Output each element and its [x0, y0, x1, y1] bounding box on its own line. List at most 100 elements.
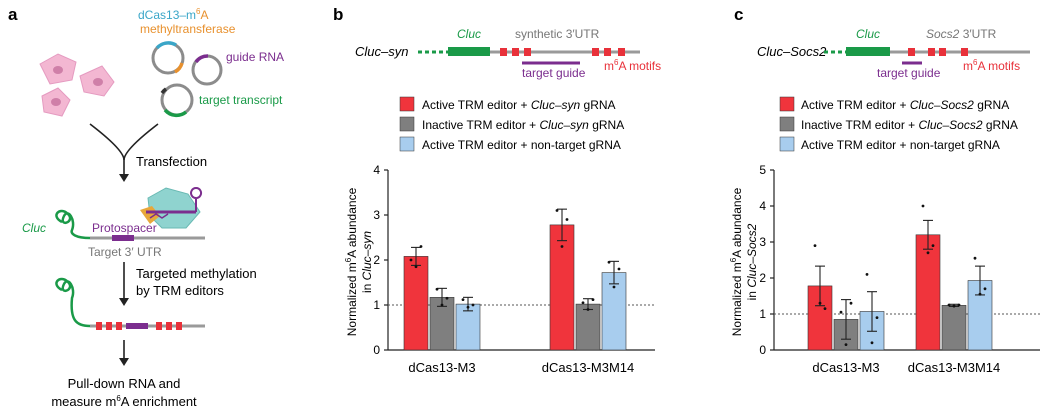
data-point	[865, 273, 869, 276]
arrow-head	[119, 174, 129, 182]
plasmid-editor-icon	[151, 41, 185, 75]
bar-active-dCas13-M3	[403, 256, 429, 351]
data-point	[555, 209, 559, 212]
legend-b: Active TRM editor + Cluc–syn gRNA Inacti…	[399, 96, 624, 152]
arrow-head-2	[119, 298, 129, 306]
target-utr-label: Target 3′ UTR	[88, 245, 162, 259]
data-point	[471, 303, 475, 307]
pulldown-label-1: Pull-down RNA and	[68, 376, 181, 391]
y-tick-label: 0	[373, 343, 380, 357]
data-point	[957, 303, 961, 307]
y-tick-label: 4	[373, 163, 380, 177]
methylated-transcript-squiggle	[55, 277, 91, 328]
data-point	[419, 245, 423, 248]
data-point	[813, 244, 817, 248]
gene-label-c: Cluc	[856, 27, 880, 41]
target-transcript-label: target transcript	[199, 93, 283, 107]
data-point	[461, 298, 465, 301]
x-tick-label: dCas13-M3	[812, 360, 879, 375]
data-point	[581, 301, 585, 305]
guide-label-b: target guide	[522, 66, 586, 80]
y-tick-label: 4	[759, 199, 766, 213]
methyltransferase-label: methyltransferase	[140, 22, 236, 36]
x-tick-label: dCas13-M3	[408, 360, 475, 375]
motif-label-b: m6A motifs	[604, 58, 661, 73]
y-tick-label: 1	[373, 298, 380, 312]
cluc-label: Cluc	[22, 221, 46, 235]
data-point	[926, 251, 930, 255]
legend-item-nontarget-c: Active TRM editor + non-target gRNA	[801, 138, 1000, 152]
cells-illustration	[39, 53, 115, 117]
data-point	[612, 285, 616, 289]
editor-complex-icon	[140, 187, 203, 229]
gene-label-b: Cluc	[457, 27, 481, 41]
panel-letter-c: c	[734, 5, 743, 24]
legend-swatch-nontarget-c	[779, 136, 795, 152]
data-point	[952, 304, 956, 308]
transfection-label: Transfection	[136, 154, 207, 169]
protospacer-box	[112, 235, 134, 241]
data-point	[921, 204, 925, 208]
legend-swatch-inactive-b	[399, 116, 415, 132]
ylabel-c-line2: in Cluc–Socs2	[745, 223, 759, 300]
ylabel-b-line2: in Cluc–syn	[360, 231, 374, 293]
legend-item-nontarget-b: Active TRM editor + non-target gRNA	[422, 138, 621, 152]
data-point	[973, 256, 977, 260]
panel-b: b Cluc–syn Cluc synthetic 3′UTR target g…	[333, 5, 661, 375]
data-point	[565, 218, 569, 221]
legend-swatch-active-b	[399, 96, 415, 112]
data-point	[978, 292, 982, 296]
construct-label-b: Cluc–syn	[355, 44, 408, 59]
data-point	[445, 296, 449, 300]
data-point	[435, 287, 439, 291]
methylation-step-label-2: by TRM editors	[136, 283, 224, 298]
chart-c: 0 1 2 3 4 5 dCas13-M3 dCas13-M3M14	[759, 163, 1040, 375]
y-tick-label: 1	[759, 307, 766, 321]
y-tick-label: 2	[759, 271, 766, 285]
protospacer-label: Protospacer	[92, 221, 157, 235]
panel-a: a dCas13–m6A methyltransferase guide RNA	[8, 5, 284, 409]
guide-label-c: target guide	[877, 66, 941, 80]
ylabel-c-line1: Normalized m6A abundance	[729, 187, 744, 336]
y-tick-label: 0	[759, 343, 766, 357]
data-point	[844, 343, 848, 346]
panel-letter-a: a	[8, 5, 18, 24]
data-point	[839, 310, 843, 314]
m6a-sites	[96, 322, 182, 330]
motif-label-c: m6A motifs	[963, 58, 1020, 73]
bar-active-dCas13-M3M14	[549, 224, 575, 351]
data-point	[560, 245, 564, 248]
ylabel-b-line1: Normalized m6A abundance	[344, 187, 359, 336]
construct-label-c: Cluc–Socs2	[757, 44, 827, 59]
y-tick-label: 5	[759, 163, 766, 177]
legend-swatch-inactive-c	[779, 116, 795, 132]
bar-inactive-dCas13-M3M14	[575, 303, 601, 351]
data-point	[409, 258, 413, 262]
y-tick-label: 2	[373, 253, 380, 267]
guide-rna-label: guide RNA	[226, 50, 284, 64]
data-point	[931, 244, 935, 248]
construct-title: dCas13–m6A	[138, 7, 209, 22]
x-tick-label: dCas13-M3M14	[908, 360, 1001, 375]
data-point	[947, 303, 951, 307]
utr-label-c: Socs2 3′UTR	[926, 27, 997, 41]
data-point	[617, 267, 621, 271]
construct-diagram-c	[824, 47, 1030, 65]
data-point	[818, 301, 822, 305]
legend-item-active-b: Active TRM editor + Cluc–syn gRNA	[422, 98, 616, 112]
legend-swatch-active-c	[779, 96, 795, 112]
legend-item-inactive-c: Inactive TRM editor + Cluc–Socs2 gRNA	[801, 118, 1018, 132]
construct-diagram-b	[418, 47, 640, 65]
x-tick-label: dCas13-M3M14	[542, 360, 635, 375]
data-point	[870, 341, 874, 345]
y-tick-label: 3	[373, 208, 380, 222]
data-point	[607, 260, 611, 264]
cluc-squiggle	[55, 209, 91, 240]
data-point	[414, 265, 418, 269]
panel-c: c Cluc–Socs2 Cluc Socs2 3′UTR target gui…	[729, 5, 1040, 375]
legend-c: Active TRM editor + Cluc–Socs2 gRNA Inac…	[779, 96, 1018, 152]
data-point	[983, 287, 987, 291]
chart-b: 0 1 2 3 4 dCas13-M3 dCas13-M3M14	[373, 163, 655, 375]
data-point	[466, 305, 470, 309]
